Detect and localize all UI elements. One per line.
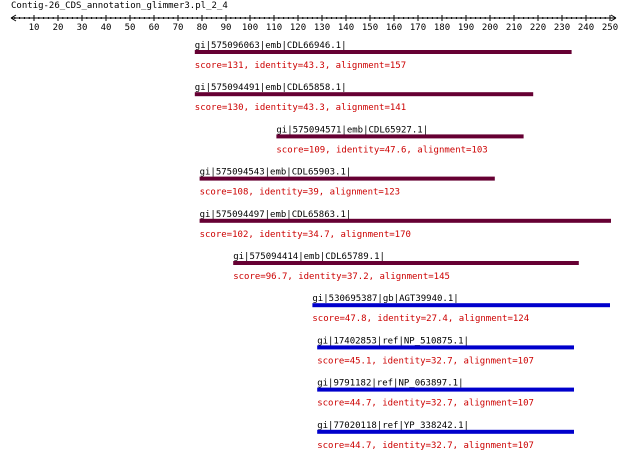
hit-label: gi|575094491|emb|CDL65858.1| — [195, 83, 347, 93]
hit-score-text: score=131, identity=43.3, alignment=157 — [195, 61, 406, 71]
hit-bar — [194, 92, 534, 97]
axis-tick-label: 250 — [602, 23, 618, 33]
hit-bar — [276, 134, 524, 139]
axis-tick-label: 180 — [434, 23, 450, 33]
hit-row: gi|575094571|emb|CDL65927.1| score=109, i… — [276, 125, 524, 155]
hit-list: gi|575096063|emb|CDL66946.1| score=131, i… — [194, 41, 611, 451]
hit-label: gi|575094571|emb|CDL65927.1| — [276, 125, 428, 135]
hit-label: gi|530695387|gb|AGT39940.1| — [312, 294, 458, 304]
hit-bar — [317, 387, 574, 392]
axis-left-arrow — [10, 14, 17, 22]
hit-label: gi|17402853|ref|NP_510875.1| — [317, 336, 469, 346]
hit-row: gi|77020118|ref|YP_338242.1| score=44.7, … — [317, 421, 574, 451]
hit-label: gi|575094543|emb|CDL65903.1| — [200, 168, 352, 178]
hit-row: gi|575094414|emb|CDL65789.1| score=96.7, … — [233, 252, 579, 282]
hit-score-text: score=44.7, identity=32.7, alignment=107 — [317, 441, 534, 451]
hit-score-text: score=102, identity=34.7, alignment=170 — [200, 230, 411, 240]
axis-tick-label: 230 — [554, 23, 570, 33]
axis-tick-label: 50 — [125, 23, 136, 33]
hit-row: gi|9791182|ref|NP_063897.1| score=44.7, i… — [317, 379, 574, 409]
axis-tick-label: 120 — [290, 23, 306, 33]
contig-title: Contig-26_CDS_annotation_glimmer3.pl_2_4 — [11, 1, 228, 11]
hit-bar — [199, 218, 611, 223]
axis-tick-label: 40 — [101, 23, 112, 33]
axis-tick-label: 160 — [386, 23, 402, 33]
hit-bar — [312, 303, 610, 308]
hit-label: gi|575094497|emb|CDL65863.1| — [200, 210, 352, 220]
hit-bar — [317, 429, 574, 434]
hit-label: gi|575096063|emb|CDL66946.1| — [195, 41, 347, 51]
axis-tick-label: 240 — [578, 23, 594, 33]
hit-row: gi|575094491|emb|CDL65858.1| score=130, i… — [194, 83, 534, 113]
hit-row: gi|575096063|emb|CDL66946.1| score=131, i… — [194, 41, 572, 71]
axis-tick-label: 210 — [506, 23, 522, 33]
hit-label: gi|575094414|emb|CDL65789.1| — [233, 252, 385, 262]
axis-tick-label: 150 — [362, 23, 378, 33]
axis-tick-label: 80 — [197, 23, 208, 33]
axis-tick-label: 60 — [149, 23, 160, 33]
hit-label: gi|77020118|ref|YP_338242.1| — [317, 421, 469, 431]
hit-score-text: score=108, identity=39, alignment=123 — [200, 188, 400, 198]
axis-tick-label: 140 — [338, 23, 354, 33]
hit-score-text: score=47.8, identity=27.4, alignment=124 — [312, 314, 529, 324]
hit-row: gi|530695387|gb|AGT39940.1| score=47.8, i… — [312, 294, 610, 324]
hit-score-text: score=96.7, identity=37.2, alignment=145 — [233, 272, 450, 282]
hit-bar — [233, 261, 579, 265]
axis-tick-label: 110 — [266, 23, 282, 33]
hit-bar — [194, 50, 572, 54]
axis-tick-label: 30 — [77, 23, 88, 33]
axis-tick-label: 10 — [29, 23, 40, 33]
axis-tick-label: 220 — [530, 23, 546, 33]
hit-score-text: score=44.7, identity=32.7, alignment=107 — [317, 399, 534, 409]
axis-tick-label: 20 — [53, 23, 64, 33]
hit-label: gi|9791182|ref|NP_063897.1| — [317, 379, 463, 389]
hit-row: gi|575094497|emb|CDL65863.1| score=102, i… — [199, 210, 611, 240]
hit-bar — [199, 176, 495, 181]
hit-score-text: score=109, identity=47.6, alignment=103 — [276, 145, 487, 155]
axis-tick-label: 170 — [410, 23, 426, 33]
hit-score-text: score=45.1, identity=32.7, alignment=107 — [317, 356, 534, 366]
hit-row: gi|17402853|ref|NP_510875.1| score=45.1, … — [317, 336, 574, 366]
hit-bar — [317, 345, 574, 350]
axis-tick-label: 130 — [314, 23, 330, 33]
axis-tick-label: 100 — [242, 23, 258, 33]
ruler-axis: 10 20 30 40 50 60 70 80 90 100 110 120 130 140 150 160 1… — [10, 14, 618, 33]
axis-tick-label: 200 — [482, 23, 498, 33]
axis-tick-label: 90 — [221, 23, 232, 33]
hit-row: gi|575094543|emb|CDL65903.1| score=108, i… — [199, 168, 495, 198]
axis-tick-label: 70 — [173, 23, 184, 33]
hit-score-text: score=130, identity=43.3, alignment=141 — [195, 103, 406, 113]
axis-right-arrow — [610, 14, 617, 22]
axis-tick-label: 190 — [458, 23, 474, 33]
